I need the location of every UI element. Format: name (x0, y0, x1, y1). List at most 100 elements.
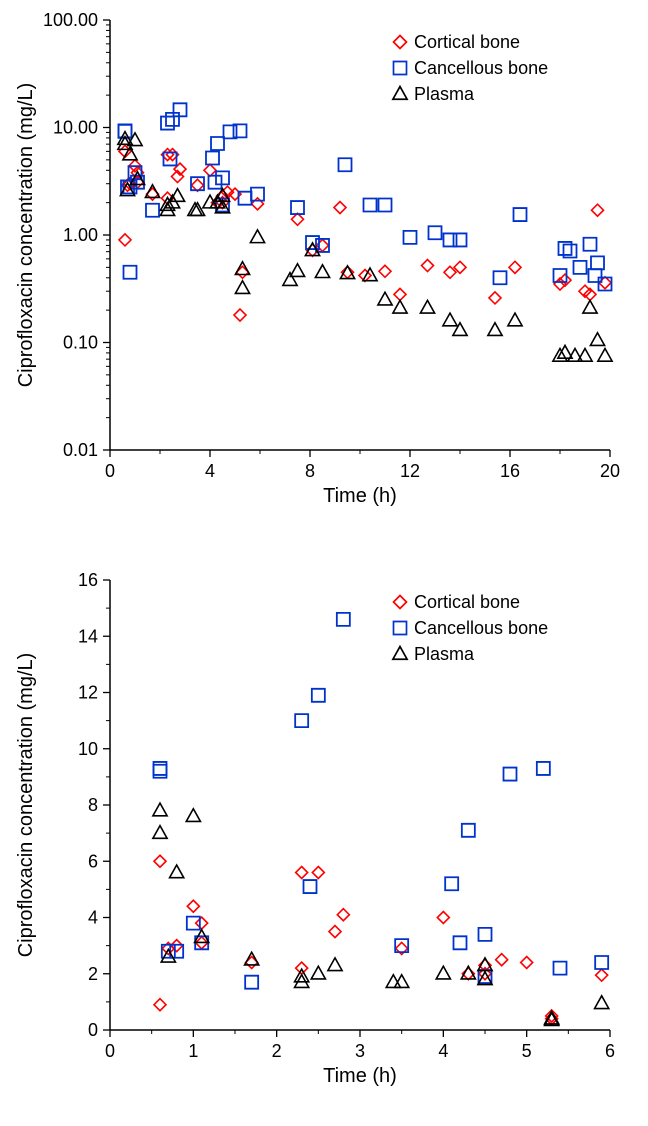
data-point (153, 803, 167, 816)
data-point (315, 265, 329, 278)
y-tick-label: 10.00 (53, 118, 98, 138)
legend-label: Cancellous bone (414, 618, 548, 638)
data-point (378, 292, 392, 305)
series-cancellous-bone (119, 103, 612, 290)
data-point (124, 266, 137, 279)
data-point (494, 271, 507, 284)
legend-marker (394, 596, 407, 609)
data-point (290, 264, 304, 277)
y-tick-label: 14 (78, 626, 98, 646)
data-point (489, 292, 501, 304)
data-point (146, 204, 159, 217)
data-point (590, 333, 604, 346)
legend: Cortical boneCancellous bonePlasma (393, 32, 548, 104)
data-point (595, 996, 609, 1009)
data-point (292, 213, 304, 225)
y-axis-label: Ciprofloxacin concentration (mg/L) (15, 653, 37, 958)
data-point (337, 613, 350, 626)
data-point (584, 238, 597, 251)
y-tick-label: 100.00 (43, 10, 98, 30)
data-point (379, 265, 391, 277)
data-point (554, 962, 567, 975)
data-point (204, 164, 216, 176)
x-tick-label: 2 (272, 1041, 282, 1061)
y-tick-label: 2 (88, 964, 98, 984)
data-point (445, 877, 458, 890)
x-axis-label: Time (h) (323, 485, 397, 507)
data-point (537, 762, 550, 775)
y-tick-label: 4 (88, 908, 98, 928)
data-point (154, 855, 166, 867)
y-tick-label: 8 (88, 795, 98, 815)
data-point (295, 714, 308, 727)
data-point (119, 234, 131, 246)
data-point (283, 273, 297, 286)
data-point (508, 313, 522, 326)
y-tick-label: 12 (78, 683, 98, 703)
legend-label: Plasma (414, 644, 475, 664)
series-cortical-bone (154, 855, 608, 1025)
data-point (488, 323, 502, 336)
data-point (296, 867, 308, 879)
series-plasma (153, 803, 609, 1025)
data-point (234, 309, 246, 321)
data-point (304, 880, 317, 893)
data-point (291, 201, 304, 214)
data-point (161, 117, 174, 130)
y-axis-label: Ciprofloxacin concentration (mg/L) (15, 83, 37, 388)
legend-label: Cortical bone (414, 592, 520, 612)
legend-marker (393, 87, 407, 100)
data-point (166, 113, 179, 126)
series-cancellous-bone (154, 613, 609, 989)
data-point (153, 826, 167, 839)
x-tick-label: 1 (188, 1041, 198, 1061)
legend-marker (394, 622, 407, 635)
data-point (462, 824, 475, 837)
data-point (312, 867, 324, 879)
data-point (234, 124, 247, 137)
series-cortical-bone (119, 145, 611, 321)
data-point (154, 999, 166, 1011)
data-point (337, 909, 349, 921)
y-tick-label: 6 (88, 851, 98, 871)
legend-marker (394, 62, 407, 75)
y-tick-label: 10 (78, 739, 98, 759)
data-point (187, 917, 200, 930)
figure: 0481216200.010.101.0010.00100.00Time (h)… (0, 0, 648, 1126)
data-point (454, 936, 467, 949)
data-point (235, 281, 249, 294)
data-point (596, 969, 608, 981)
data-point (436, 966, 450, 979)
y-tick-label: 0.01 (63, 440, 98, 460)
data-point (209, 176, 222, 189)
data-point (514, 208, 527, 221)
x-tick-label: 0 (105, 1041, 115, 1061)
data-point (422, 260, 434, 272)
data-point (393, 300, 407, 313)
y-tick-label: 0.10 (63, 333, 98, 353)
data-point (444, 233, 457, 246)
data-point (504, 768, 517, 781)
data-point (245, 976, 258, 989)
data-point (190, 203, 204, 216)
panel-top: 0481216200.010.101.0010.00100.00Time (h)… (15, 10, 620, 507)
data-point (379, 199, 392, 212)
data-point (598, 348, 612, 361)
data-point (339, 158, 352, 171)
data-point (170, 865, 184, 878)
data-point (334, 202, 346, 214)
legend-label: Cancellous bone (414, 58, 548, 78)
data-point (443, 313, 457, 326)
data-point (437, 912, 449, 924)
x-tick-label: 3 (355, 1041, 365, 1061)
data-point (196, 917, 208, 929)
y-tick-label: 16 (78, 570, 98, 590)
data-point (216, 171, 229, 184)
data-point (479, 928, 492, 941)
data-point (591, 256, 604, 269)
x-tick-label: 8 (305, 461, 315, 481)
data-point (311, 966, 325, 979)
data-point (147, 188, 159, 200)
y-tick-label: 1.00 (63, 225, 98, 245)
chart-canvas: 0481216200.010.101.0010.00100.00Time (h)… (0, 0, 648, 1126)
